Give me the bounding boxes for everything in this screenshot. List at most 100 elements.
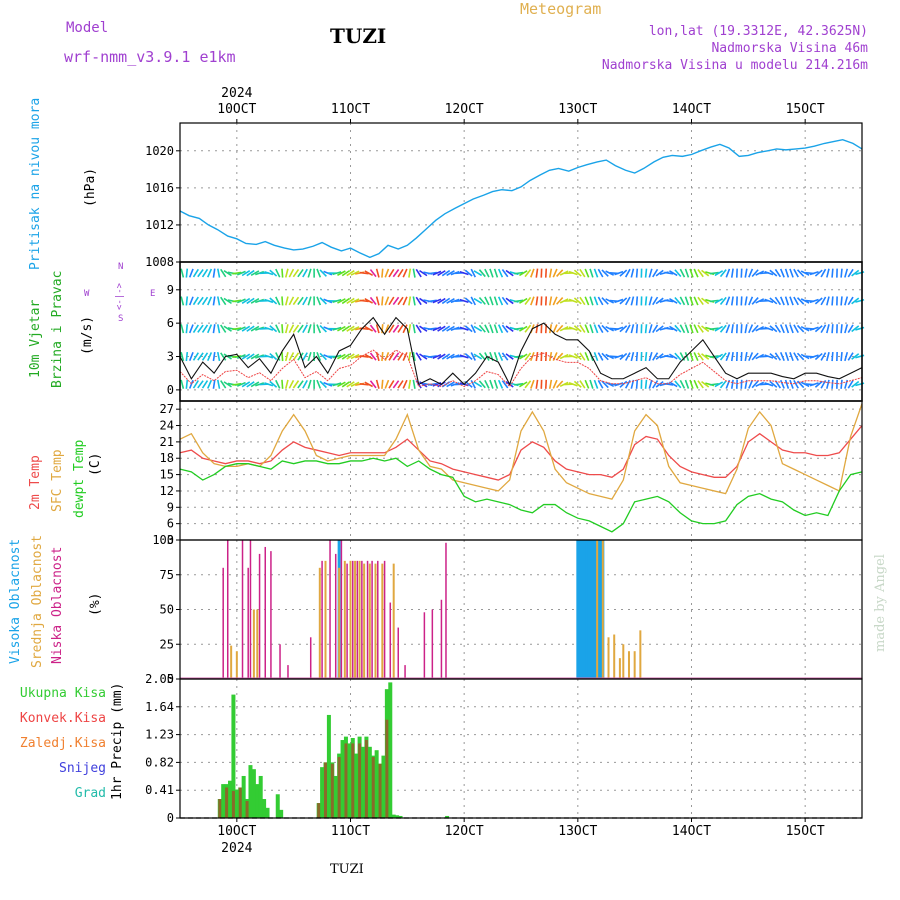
cloud-bar-low_cloud	[397, 627, 399, 679]
wind-barb	[826, 268, 830, 278]
wind-barb	[851, 380, 860, 388]
wind-barb	[519, 270, 528, 277]
precip-bar-total_precip	[279, 809, 284, 818]
y-tick-label: 2.05	[145, 672, 174, 686]
wind-barb	[552, 268, 558, 278]
wind-barb	[464, 325, 473, 333]
wind-barb	[764, 354, 774, 359]
wind-barb	[375, 268, 380, 278]
wind-barb	[844, 324, 849, 334]
wind-barb	[648, 351, 653, 362]
wind-barb	[246, 381, 255, 388]
wind-barb	[397, 296, 404, 306]
wind-barb	[847, 324, 854, 333]
wind-barb	[284, 324, 289, 334]
precip-bar-total_precip	[320, 767, 325, 818]
wind-barb	[664, 355, 674, 358]
wind-barb	[207, 379, 213, 389]
model-elevation-label: Nadmorska Visina u modelu 214.216m	[601, 58, 868, 73]
wind-barb	[814, 269, 823, 277]
wind-barb	[573, 297, 582, 305]
wind-barb	[589, 379, 594, 389]
wind-barb	[450, 326, 460, 331]
wind-barb	[744, 296, 748, 306]
cloud-bar-low_cloud	[270, 551, 272, 679]
wind-barb	[796, 297, 805, 305]
wind-barb	[392, 269, 400, 278]
wind-barb	[605, 298, 615, 304]
y-tick-label: 24	[160, 419, 174, 433]
cloud-bar-low_cloud	[334, 553, 337, 679]
cloud-bar-mid_cloud	[618, 658, 621, 679]
wind-barb	[212, 268, 216, 278]
wind-barb	[415, 296, 422, 306]
wind-barb	[689, 296, 694, 306]
wind-barb	[751, 352, 759, 361]
wind-barb	[297, 324, 304, 333]
wind-barb	[392, 380, 400, 389]
wind-barb	[800, 353, 810, 360]
wind-barb	[693, 379, 699, 389]
wind-barb	[473, 297, 483, 304]
wind-barb	[568, 382, 578, 387]
y-tick-label: 9	[167, 283, 174, 297]
panel-frame	[179, 122, 863, 263]
wind-barb	[292, 352, 300, 361]
wind-barb	[800, 298, 810, 304]
wind-barb	[419, 381, 428, 388]
wind-barb	[316, 268, 322, 278]
wind-barb	[201, 324, 209, 333]
wind-barb	[652, 296, 659, 306]
wind-barb	[323, 298, 333, 304]
wind-barb	[769, 269, 778, 277]
cloud-bar-low_cloud	[440, 599, 443, 679]
wind-barb	[432, 354, 442, 359]
legend-freezing-rain: Zaledj.Kisa	[19, 736, 106, 751]
wind-barb	[302, 268, 308, 278]
wind-barb	[568, 326, 578, 332]
wind-barb	[679, 324, 686, 334]
wind-barb	[779, 352, 785, 361]
wind-barb	[693, 268, 699, 278]
cloud-bar-mid_cloud	[622, 644, 625, 679]
wind-barb	[437, 297, 446, 304]
cloud-bar-low_cloud	[371, 560, 373, 679]
wind-barb	[559, 270, 569, 276]
wind-barb	[246, 269, 255, 277]
wind-barb	[814, 325, 823, 333]
y-tick-label: 1.64	[145, 700, 174, 714]
wind-barb	[648, 268, 653, 278]
precip-bar-conv_precip	[245, 801, 249, 818]
wind-barb	[359, 327, 369, 331]
wind-barb	[784, 379, 790, 389]
cloud-bar-low_cloud	[389, 602, 392, 679]
y-tick-label: 12	[160, 484, 174, 498]
wind-barb	[730, 296, 734, 306]
wind-barb	[207, 324, 213, 334]
wind-barb	[446, 353, 455, 360]
wind-barb	[579, 352, 586, 361]
wind-barb	[784, 296, 790, 306]
wind-barb	[652, 324, 659, 333]
cloud-bar-high_cloud	[580, 540, 584, 679]
wind-barb	[519, 381, 528, 388]
wind-barb	[669, 325, 678, 332]
cloud-bar-low_cloud	[445, 542, 447, 679]
wind-barb	[364, 325, 374, 332]
wind-barb	[679, 379, 686, 389]
wind-barb	[250, 325, 260, 332]
y-tick-label: 0	[167, 811, 174, 825]
precip-bar-conv_precip	[330, 763, 334, 818]
wind-barb	[530, 268, 535, 278]
wind-barb	[484, 296, 490, 306]
wind-barb	[437, 353, 446, 360]
wind-barb	[851, 325, 860, 333]
wind-barb	[364, 270, 374, 276]
cloud-bar-high_cloud	[592, 540, 596, 679]
wind-barb	[784, 351, 790, 362]
wind-barb	[201, 296, 209, 306]
y-tick-label: 25	[160, 637, 174, 651]
wind-barb	[493, 268, 499, 278]
wind-barb	[689, 268, 694, 278]
pressure-line	[179, 138, 863, 259]
